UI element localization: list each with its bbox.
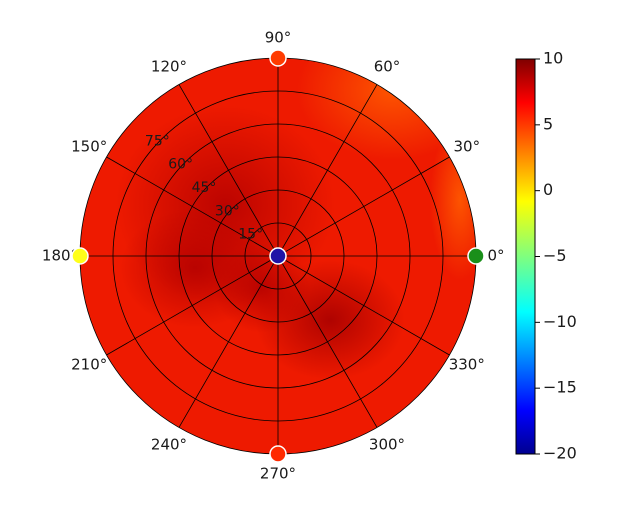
radial-tick-label-75: 75° xyxy=(145,133,170,149)
angle-tick-label-270: 270° xyxy=(260,465,296,483)
colorbar-tick-label--20: −20 xyxy=(543,444,577,463)
grid-spoke-330 xyxy=(277,255,450,356)
colorbar-tick-label--5: −5 xyxy=(543,246,567,265)
angle-tick-label-60: 60° xyxy=(374,58,401,76)
marker-center xyxy=(269,247,287,265)
grid-spoke-240 xyxy=(178,255,279,428)
grid-spoke-210 xyxy=(106,255,279,356)
angle-tick-label-120: 120° xyxy=(151,58,187,76)
colorbar-tick-label--15: −15 xyxy=(543,378,577,397)
polar-grid xyxy=(79,57,477,455)
grid-spoke-150 xyxy=(106,156,279,257)
grid-spoke-60 xyxy=(277,84,378,257)
angle-tick-label-330: 330° xyxy=(449,356,485,374)
marker-rim-180 xyxy=(71,247,89,265)
marker-rim-90 xyxy=(269,49,287,67)
radial-tick-labels: 15° 30° 45° 60° 75° xyxy=(145,133,263,242)
heatmap-field xyxy=(80,58,476,454)
colorbar-tick-label-5: 5 xyxy=(543,114,553,133)
radial-tick-label-15: 15° xyxy=(238,227,263,243)
radial-tick-label-60: 60° xyxy=(168,157,193,173)
angle-tick-label-240: 240° xyxy=(151,435,187,453)
radial-tick-label-45: 45° xyxy=(192,180,217,196)
data-markers xyxy=(71,49,485,463)
colorbar-ticks: 10 5 0 −5 −10 −15 −20 xyxy=(535,49,577,463)
marker-rim-0 xyxy=(467,247,485,265)
radial-tick-label-30: 30° xyxy=(215,203,240,219)
angle-tick-labels: 0° 30° 60° 90° 120° 150° 180° 210° 240° 270° 300° 3… xyxy=(42,29,505,483)
marker-rim-270 xyxy=(269,445,287,463)
colorbar-tick-label--10: −10 xyxy=(543,312,577,331)
colorbar-tick-label-0: 0 xyxy=(543,180,553,199)
colorbar-tick-label-10: 10 xyxy=(543,49,563,68)
angle-tick-label-0: 0° xyxy=(487,247,504,265)
angle-tick-label-30: 30° xyxy=(453,138,480,156)
angle-tick-label-210: 210° xyxy=(71,356,107,374)
angle-tick-label-180: 180° xyxy=(42,247,78,265)
angle-tick-label-90: 90° xyxy=(265,29,292,47)
heatmap-dark-region-center xyxy=(214,243,310,333)
angle-tick-label-150: 150° xyxy=(71,138,107,156)
grid-spoke-30 xyxy=(277,156,450,257)
colorbar-gradient xyxy=(515,58,536,455)
angle-tick-label-300: 300° xyxy=(369,435,405,453)
grid-spoke-300 xyxy=(277,255,378,428)
grid-spoke-120 xyxy=(178,84,279,257)
colorbar: 10 5 0 −5 −10 −15 −20 xyxy=(515,49,577,463)
